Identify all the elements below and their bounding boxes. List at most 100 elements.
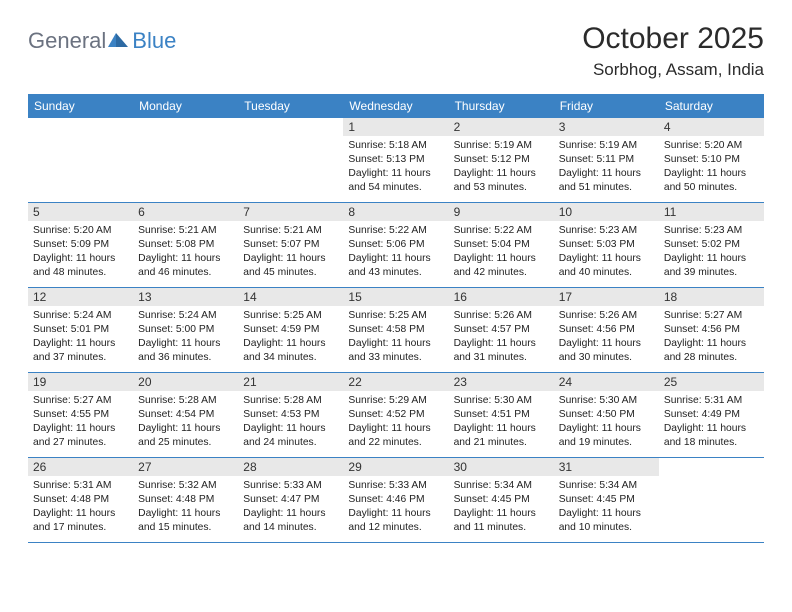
day-cell: 8 Sunrise: 5:22 AMSunset: 5:06 PMDaylight…: [343, 203, 448, 287]
daylight-text: Daylight: 11 hours and 37 minutes.: [33, 337, 128, 365]
day-cell: [659, 458, 764, 542]
sun-info: Sunrise: 5:20 AMSunset: 5:09 PMDaylight:…: [33, 224, 128, 280]
sunrise-text: Sunrise: 5:31 AM: [33, 479, 128, 493]
day-cell: 18Sunrise: 5:27 AMSunset: 4:56 PMDayligh…: [659, 288, 764, 372]
day-number: 5: [28, 203, 133, 221]
sunrise-text: Sunrise: 5:20 AM: [33, 224, 128, 238]
sunrise-text: Sunrise: 5:34 AM: [454, 479, 549, 493]
weekday-header: Tuesday: [238, 95, 343, 118]
daylight-text: Daylight: 11 hours and 15 minutes.: [138, 507, 233, 535]
day-number: 23: [449, 373, 554, 391]
sun-info: Sunrise: 5:19 AMSunset: 5:12 PMDaylight:…: [454, 139, 549, 195]
sun-info: Sunrise: 5:24 AMSunset: 5:01 PMDaylight:…: [33, 309, 128, 365]
weekday-header: Sunday: [28, 95, 133, 118]
sun-info: Sunrise: 5:26 AMSunset: 4:56 PMDaylight:…: [559, 309, 654, 365]
day-cell: 28Sunrise: 5:33 AMSunset: 4:47 PMDayligh…: [238, 458, 343, 542]
day-number: 29: [343, 458, 448, 476]
sun-info: Sunrise: 5:27 AMSunset: 4:55 PMDaylight:…: [33, 394, 128, 450]
week-row: 26 Sunrise: 5:31 AMSunset: 4:48 PMDayligh…: [28, 458, 764, 543]
day-cell: 2 Sunrise: 5:19 AMSunset: 5:12 PMDaylight…: [449, 118, 554, 202]
daylight-text: Daylight: 11 hours and 12 minutes.: [348, 507, 443, 535]
weekday-header: Saturday: [659, 95, 764, 118]
daylight-text: Daylight: 11 hours and 36 minutes.: [138, 337, 233, 365]
day-number: 25: [659, 373, 764, 391]
day-cell: 9Sunrise: 5:22 AMSunset: 5:04 PMDaylight…: [449, 203, 554, 287]
sun-info: Sunrise: 5:32 AMSunset: 4:48 PMDaylight:…: [138, 479, 233, 535]
page-header: General Blue October 2025 Sorbhog, Assam…: [28, 22, 764, 80]
logo-text-blue: Blue: [132, 28, 176, 54]
day-number: 2: [449, 118, 554, 136]
day-number: [28, 118, 133, 136]
day-cell: 3Sunrise: 5:19 AMSunset: 5:11 PMDaylight…: [554, 118, 659, 202]
daylight-text: Daylight: 11 hours and 27 minutes.: [33, 422, 128, 450]
sun-info: Sunrise: 5:31 AMSunset: 4:49 PMDaylight:…: [664, 394, 759, 450]
day-number: 13: [133, 288, 238, 306]
weekday-header: Monday: [133, 95, 238, 118]
daylight-text: Daylight: 11 hours and 34 minutes.: [243, 337, 338, 365]
day-number: 10: [554, 203, 659, 221]
sun-info: Sunrise: 5:23 AMSunset: 5:03 PMDaylight:…: [559, 224, 654, 280]
sunset-text: Sunset: 4:53 PM: [243, 408, 338, 422]
day-cell: 12Sunrise: 5:24 AMSunset: 5:01 PMDayligh…: [28, 288, 133, 372]
sun-info: Sunrise: 5:31 AMSunset: 4:48 PMDaylight:…: [33, 479, 128, 535]
day-number: 6: [133, 203, 238, 221]
daylight-text: Daylight: 11 hours and 39 minutes.: [664, 252, 759, 280]
sunset-text: Sunset: 4:58 PM: [348, 323, 443, 337]
sunrise-text: Sunrise: 5:24 AM: [138, 309, 233, 323]
sunrise-text: Sunrise: 5:21 AM: [138, 224, 233, 238]
sunrise-text: Sunrise: 5:24 AM: [33, 309, 128, 323]
sun-info: Sunrise: 5:21 AMSunset: 5:08 PMDaylight:…: [138, 224, 233, 280]
sun-info: Sunrise: 5:28 AMSunset: 4:53 PMDaylight:…: [243, 394, 338, 450]
week-row: 1 Sunrise: 5:18 AMSunset: 5:13 PMDaylight…: [28, 118, 764, 203]
sun-info: Sunrise: 5:30 AMSunset: 4:51 PMDaylight:…: [454, 394, 549, 450]
sunrise-text: Sunrise: 5:22 AM: [348, 224, 443, 238]
day-number: 16: [449, 288, 554, 306]
weekday-header: Wednesday: [343, 95, 448, 118]
day-cell: 25 Sunrise: 5:31 AMSunset: 4:49 PMDayligh…: [659, 373, 764, 457]
sun-info: Sunrise: 5:18 AMSunset: 5:13 PMDaylight:…: [348, 139, 443, 195]
daylight-text: Daylight: 11 hours and 53 minutes.: [454, 167, 549, 195]
sunset-text: Sunset: 4:52 PM: [348, 408, 443, 422]
day-number: [659, 458, 764, 476]
daylight-text: Daylight: 11 hours and 22 minutes.: [348, 422, 443, 450]
weekday-header: Friday: [554, 95, 659, 118]
day-cell: 20Sunrise: 5:28 AMSunset: 4:54 PMDayligh…: [133, 373, 238, 457]
daylight-text: Daylight: 11 hours and 28 minutes.: [664, 337, 759, 365]
logo-triangle-icon: [108, 31, 130, 52]
sunrise-text: Sunrise: 5:26 AM: [454, 309, 549, 323]
daylight-text: Daylight: 11 hours and 46 minutes.: [138, 252, 233, 280]
day-number: 1: [343, 118, 448, 136]
sunrise-text: Sunrise: 5:28 AM: [243, 394, 338, 408]
sunrise-text: Sunrise: 5:25 AM: [243, 309, 338, 323]
sunset-text: Sunset: 4:45 PM: [559, 493, 654, 507]
day-number: 8: [343, 203, 448, 221]
day-number: 20: [133, 373, 238, 391]
daylight-text: Daylight: 11 hours and 14 minutes.: [243, 507, 338, 535]
sun-info: Sunrise: 5:30 AMSunset: 4:50 PMDaylight:…: [559, 394, 654, 450]
day-cell: 17Sunrise: 5:26 AMSunset: 4:56 PMDayligh…: [554, 288, 659, 372]
sun-info: Sunrise: 5:24 AMSunset: 5:00 PMDaylight:…: [138, 309, 233, 365]
sun-info: Sunrise: 5:27 AMSunset: 4:56 PMDaylight:…: [664, 309, 759, 365]
sunrise-text: Sunrise: 5:26 AM: [559, 309, 654, 323]
sunset-text: Sunset: 4:46 PM: [348, 493, 443, 507]
day-number: [133, 118, 238, 136]
day-cell: [238, 118, 343, 202]
sunset-text: Sunset: 5:04 PM: [454, 238, 549, 252]
day-number: 21: [238, 373, 343, 391]
day-number: 9: [449, 203, 554, 221]
week-row: 5 Sunrise: 5:20 AMSunset: 5:09 PMDaylight…: [28, 203, 764, 288]
day-cell: [28, 118, 133, 202]
sunrise-text: Sunrise: 5:30 AM: [454, 394, 549, 408]
day-cell: 31Sunrise: 5:34 AMSunset: 4:45 PMDayligh…: [554, 458, 659, 542]
sun-info: Sunrise: 5:22 AMSunset: 5:06 PMDaylight:…: [348, 224, 443, 280]
day-number: 24: [554, 373, 659, 391]
sunset-text: Sunset: 4:59 PM: [243, 323, 338, 337]
daylight-text: Daylight: 11 hours and 10 minutes.: [559, 507, 654, 535]
daylight-text: Daylight: 11 hours and 50 minutes.: [664, 167, 759, 195]
day-number: 26: [28, 458, 133, 476]
day-cell: 13 Sunrise: 5:24 AMSunset: 5:00 PMDayligh…: [133, 288, 238, 372]
day-number: 19: [28, 373, 133, 391]
day-number: 11: [659, 203, 764, 221]
day-cell: 24 Sunrise: 5:30 AMSunset: 4:50 PMDayligh…: [554, 373, 659, 457]
sun-info: Sunrise: 5:26 AMSunset: 4:57 PMDaylight:…: [454, 309, 549, 365]
